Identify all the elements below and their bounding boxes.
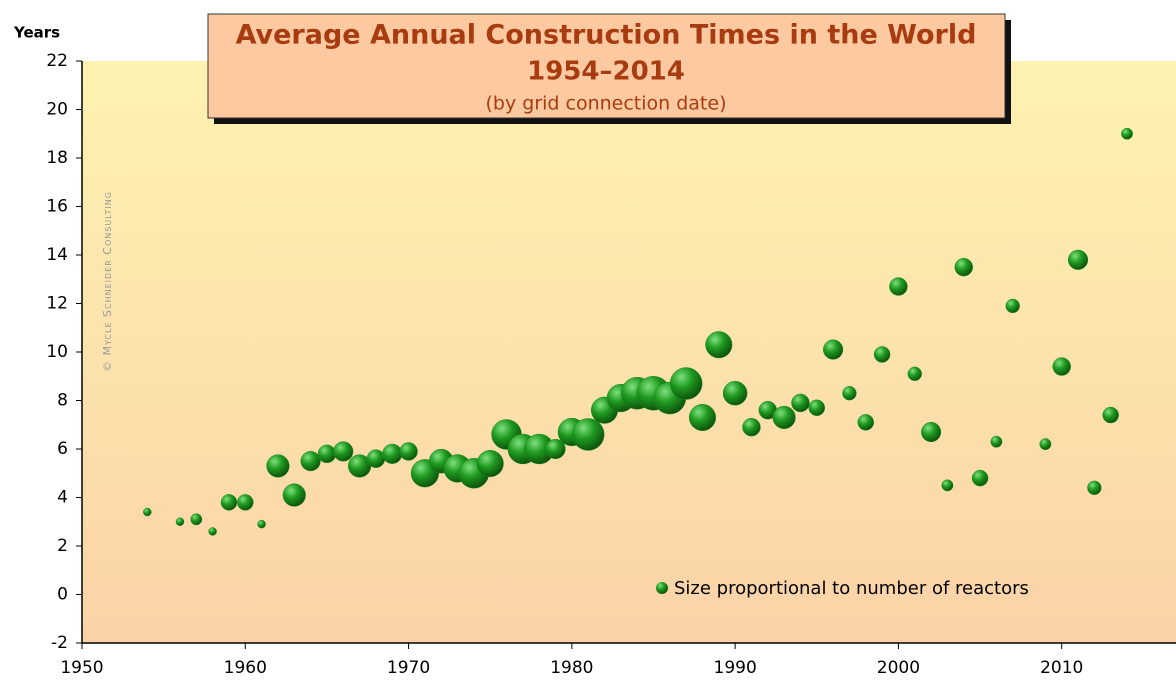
bubble [382,443,403,464]
bubble [300,451,321,472]
bubble [399,442,418,461]
bubble [772,405,796,430]
bubble [1067,249,1089,270]
bubble [857,414,875,431]
x-tick-label: 1950 [60,658,103,678]
bubble [1102,406,1119,424]
y-axis-label: Years [13,24,60,42]
x-tick-label: 1960 [224,658,267,678]
bubble [333,441,354,462]
bubble [705,331,733,359]
bubble [571,418,605,451]
x-tick-label: 1990 [714,658,757,678]
plot-area [82,61,1176,643]
bubble [1005,298,1020,314]
y-tick-label: 4 [57,488,68,508]
credit: © Mycle Schneider Consulting [101,191,114,372]
bubble [823,339,844,360]
bubble [791,393,810,413]
y-tick-label: 18 [46,148,68,168]
y-tick-label: 2 [57,536,68,556]
bubble [317,444,337,464]
bubble [921,421,942,443]
bubble [282,483,306,507]
bubble [476,450,504,478]
y-tick-label: 6 [57,439,68,459]
y-tick-label: 12 [46,294,68,314]
x-tick-label: 2000 [877,658,920,678]
chart-title: Average Annual Construction Times in the… [236,20,977,51]
bubble [842,386,857,401]
y-tick-label: 14 [46,245,68,265]
bubble [366,449,386,468]
bubble [873,346,891,363]
bubble [971,469,989,487]
bubble [688,403,716,431]
bubble [266,454,290,478]
x-tick-label: 2010 [1040,658,1083,678]
bubble [1039,438,1052,451]
bubble [220,494,238,511]
bubble [907,366,922,382]
bubble [237,494,254,511]
bubble [1087,480,1102,495]
x-tick-label: 1980 [550,658,593,678]
bubble [1052,357,1071,376]
y-tick-label: 16 [46,197,68,217]
y-tick-label: 0 [57,585,68,605]
bubble [545,438,566,460]
bubble [190,513,203,526]
y-tick-label: 10 [46,342,68,362]
y-tick-label: 8 [57,391,68,411]
bubble [742,417,761,437]
chart-subtitle: 1954–2014 [527,57,685,87]
bubble [143,507,152,517]
chart-note: (by grid connection date) [486,93,727,115]
y-tick-label: 20 [46,100,68,120]
bubble [889,277,908,296]
bubble [954,257,973,277]
bubble [208,527,217,536]
legend-label: Size proportional to number of reactors [674,578,1029,599]
y-tick-label: -2 [51,633,68,653]
bubble [175,517,185,526]
bubble [722,380,748,406]
bubble [808,399,826,417]
bubble [669,367,703,400]
bubble [941,479,954,492]
bubble [257,519,266,529]
legend-marker [656,582,668,594]
title-box [207,13,1006,119]
x-tick-label: 1970 [387,658,430,678]
y-tick-label: 22 [46,51,68,71]
bubble [1121,127,1133,140]
bubble [990,435,1003,448]
